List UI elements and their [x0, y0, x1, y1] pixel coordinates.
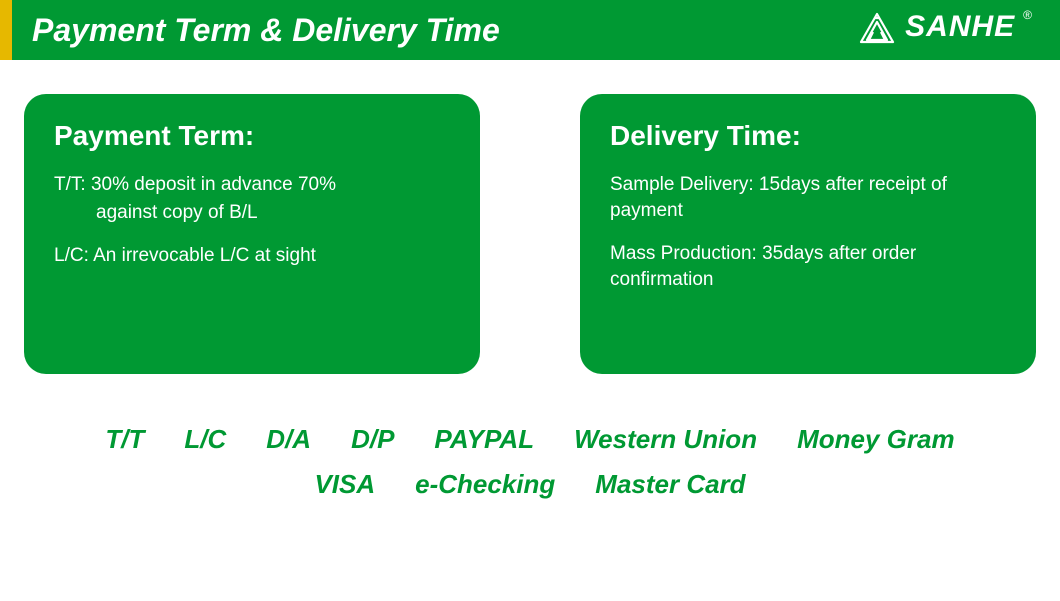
method-item: D/A [266, 424, 311, 455]
method-item: PAYPAL [434, 424, 534, 455]
method-item: Money Gram [797, 424, 955, 455]
delivery-line-1: Sample Delivery: 15days after receipt of… [610, 172, 1012, 223]
accent-stripe [0, 0, 12, 60]
method-item: D/P [351, 424, 394, 455]
cards-row: Payment Term: T/T: 30% deposit in advanc… [0, 60, 1060, 374]
method-item: L/C [184, 424, 226, 455]
payment-methods-list: T/T L/C D/A D/P PAYPAL Western Union Mon… [0, 374, 1060, 500]
header-bar: Payment Term & Delivery Time SANHE ® [0, 0, 1060, 60]
method-item: e-Checking [415, 469, 555, 500]
payment-line-2: L/C: An irrevocable L/C at sight [54, 243, 456, 269]
registered-mark: ® [1023, 8, 1032, 22]
payment-line-1a: T/T: 30% deposit in advance 70% [54, 172, 456, 198]
brand-logo-icon [857, 10, 897, 50]
delivery-card-title: Delivery Time: [610, 120, 1012, 152]
page-title: Payment Term & Delivery Time [32, 12, 500, 49]
brand-block: SANHE ® [857, 10, 1032, 50]
delivery-time-card: Delivery Time: Sample Delivery: 15days a… [580, 94, 1036, 374]
payment-term-card: Payment Term: T/T: 30% deposit in advanc… [24, 94, 480, 374]
banner: Payment Term & Delivery Time SANHE ® [12, 0, 1060, 60]
method-item: Western Union [574, 424, 757, 455]
delivery-line-2: Mass Production: 35days after order conf… [610, 241, 1012, 292]
brand-name: SANHE [905, 10, 1015, 44]
method-item: T/T [105, 424, 144, 455]
method-item: Master Card [595, 469, 745, 500]
payment-line-1b: against copy of B/L [54, 200, 456, 226]
method-item: VISA [314, 469, 375, 500]
payment-card-title: Payment Term: [54, 120, 456, 152]
